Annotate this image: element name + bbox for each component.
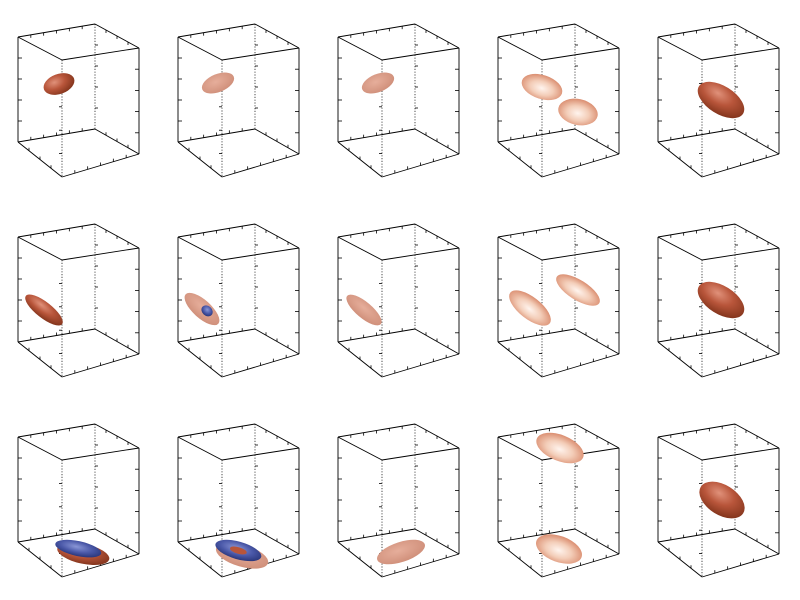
box-edge bbox=[221, 447, 300, 461]
blob bbox=[201, 72, 235, 94]
blob bbox=[699, 481, 745, 519]
box-edge bbox=[657, 436, 703, 461]
box-edge bbox=[17, 436, 63, 461]
panel-r2c2 bbox=[177, 223, 300, 378]
panels-layer bbox=[17, 23, 780, 578]
panel-r2c3 bbox=[337, 223, 460, 378]
box-edge bbox=[337, 36, 383, 61]
blob bbox=[521, 73, 563, 101]
panel-r3c5 bbox=[657, 423, 780, 578]
box-edge bbox=[177, 36, 223, 61]
box-edge bbox=[701, 247, 780, 261]
blob bbox=[361, 72, 395, 94]
blob bbox=[536, 534, 582, 564]
blob bbox=[697, 281, 745, 319]
box-edge bbox=[337, 236, 383, 261]
blob bbox=[25, 294, 63, 326]
panel-r2c4 bbox=[497, 223, 620, 378]
blob bbox=[509, 290, 551, 326]
box-edge bbox=[701, 47, 780, 61]
panel-r3c4 bbox=[497, 423, 620, 578]
panel-r3c2 bbox=[177, 423, 300, 578]
blob-core bbox=[229, 546, 247, 555]
box-edge bbox=[17, 36, 63, 61]
blob-core bbox=[201, 305, 213, 317]
blob-core bbox=[55, 539, 102, 558]
box-edge bbox=[497, 436, 543, 461]
panel-r1c3 bbox=[337, 23, 460, 178]
panel-r2c5 bbox=[657, 223, 780, 378]
box-edge bbox=[61, 247, 140, 261]
box-edge bbox=[381, 447, 460, 461]
box-edge bbox=[17, 236, 63, 261]
box-edge bbox=[541, 247, 620, 261]
box-edge bbox=[657, 36, 703, 61]
blob bbox=[536, 432, 584, 464]
blob bbox=[697, 81, 745, 119]
panel-r2c1 bbox=[17, 223, 140, 378]
box-edge bbox=[381, 47, 460, 61]
box-edge bbox=[61, 47, 140, 61]
box-edge bbox=[497, 36, 543, 61]
box-edge bbox=[497, 236, 543, 261]
box-edge bbox=[221, 47, 300, 61]
box-edge bbox=[177, 436, 223, 461]
panel-r3c3 bbox=[337, 423, 460, 578]
panel-r1c1 bbox=[17, 23, 140, 178]
panel-r1c2 bbox=[177, 23, 300, 178]
box-edge bbox=[541, 47, 620, 61]
box-edge bbox=[61, 447, 140, 461]
blob bbox=[43, 73, 75, 95]
panel-r1c5 bbox=[657, 23, 780, 178]
blob bbox=[377, 539, 425, 565]
box-edge bbox=[337, 436, 383, 461]
box-edge bbox=[701, 447, 780, 461]
panel-r3c1 bbox=[17, 423, 140, 578]
blob bbox=[346, 294, 382, 326]
blob bbox=[558, 98, 598, 126]
panel-r1c4 bbox=[497, 23, 620, 178]
blob bbox=[556, 274, 600, 306]
box-edge bbox=[381, 247, 460, 261]
box-edge bbox=[221, 247, 300, 261]
box-edge bbox=[177, 236, 223, 261]
box-edge bbox=[657, 236, 703, 261]
